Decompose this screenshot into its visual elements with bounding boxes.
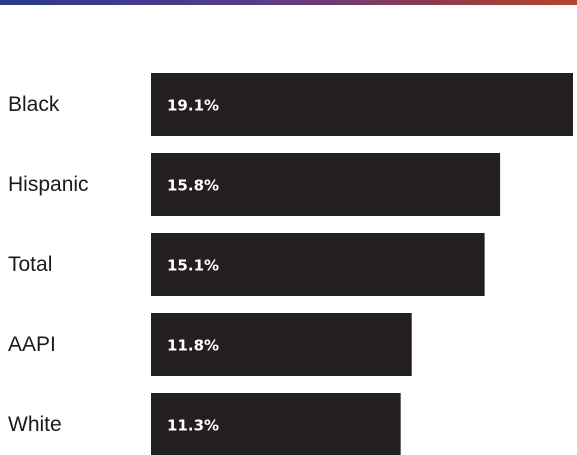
bar	[151, 153, 501, 216]
bar-row-white: White 11.3%	[8, 393, 401, 455]
value-label: 15.8%	[167, 177, 219, 195]
bar-row-hispanic: Hispanic 15.8%	[8, 153, 501, 216]
value-label: 11.8%	[167, 337, 219, 355]
value-label: 11.3%	[167, 417, 219, 435]
bar-row-total: Total 15.1%	[8, 233, 485, 296]
bar	[151, 73, 573, 136]
bar-row-black: Black 19.1%	[8, 73, 573, 136]
category-label: White	[8, 413, 62, 436]
bar	[151, 313, 412, 376]
category-label: Black	[8, 93, 60, 116]
bar-row-aapi: AAPI 11.8%	[8, 313, 412, 376]
category-label: AAPI	[8, 333, 56, 356]
top-gradient-rule	[0, 0, 577, 5]
category-label: Total	[8, 253, 52, 276]
category-label: Hispanic	[8, 173, 89, 196]
bar-rows: Black 19.1% Hispanic 15.8% Total 15.1% AAPI 11.…	[8, 73, 573, 455]
bar	[151, 393, 401, 455]
bar	[151, 233, 485, 296]
value-label: 15.1%	[167, 257, 219, 275]
value-label: 19.1%	[167, 97, 219, 115]
